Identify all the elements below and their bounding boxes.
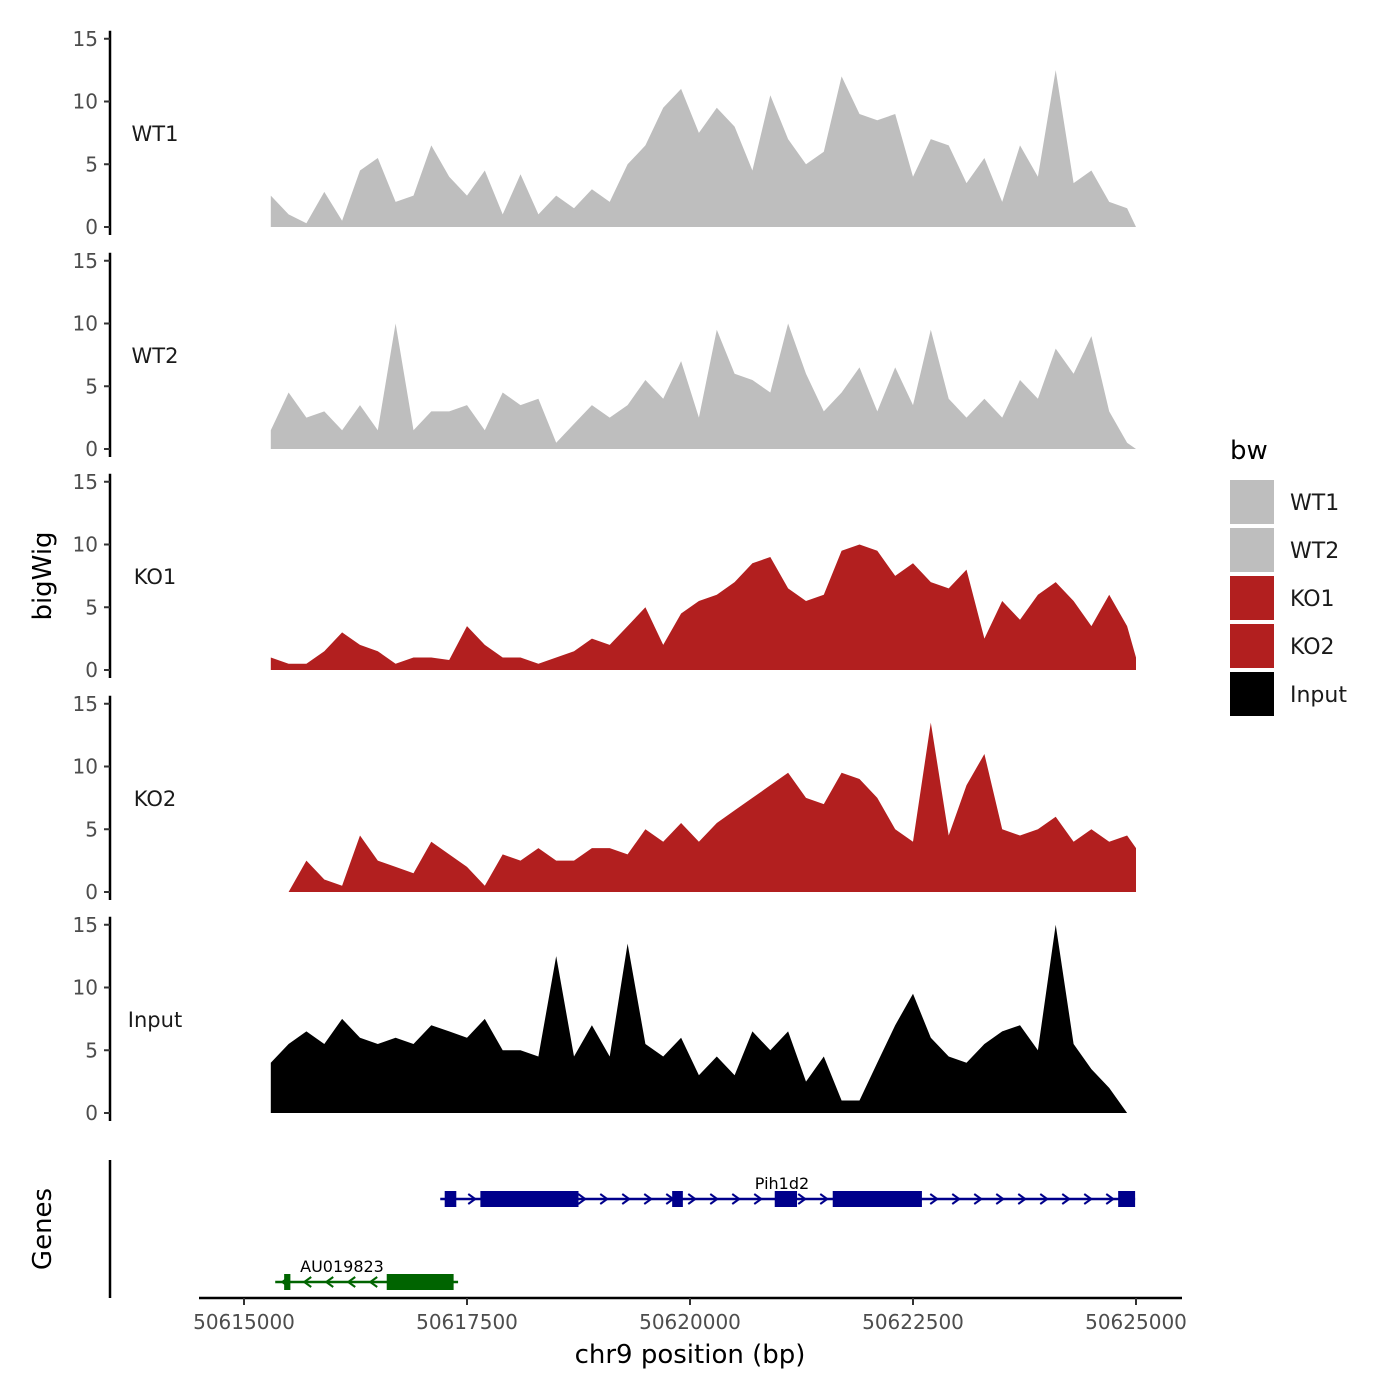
x-axis: 50615000 50617500 50620000 50622500 50625000 bbox=[193, 1296, 1187, 1334]
track-ko2: 0 5 10 15 KO2 bbox=[73, 692, 1136, 904]
legend-label-wt1: WT1 bbox=[1290, 491, 1339, 516]
legend: bw WT1 WT2 KO1 KO2 Input bbox=[1230, 436, 1347, 716]
legend-label-input: Input bbox=[1290, 683, 1347, 708]
coverage-area-input bbox=[270, 924, 1136, 1113]
strand-chevron bbox=[346, 1276, 356, 1288]
y-tick-label: 10 bbox=[73, 533, 98, 557]
coverage-area-wt1 bbox=[270, 70, 1136, 227]
y-axis-title: bigWig bbox=[28, 531, 58, 620]
strand-chevron bbox=[324, 1276, 334, 1288]
gene-exon bbox=[444, 1191, 457, 1207]
gene-exon bbox=[386, 1274, 454, 1290]
gene-exon bbox=[774, 1191, 798, 1207]
legend-key-input bbox=[1230, 672, 1274, 716]
x-tick-label: 50625000 bbox=[1085, 1310, 1187, 1334]
genes-axis-title: Genes bbox=[28, 1188, 58, 1270]
y-tick-label: 5 bbox=[85, 1038, 98, 1062]
gene-au019823: AU019823 bbox=[275, 1257, 459, 1290]
y-tick-label: 5 bbox=[85, 595, 98, 619]
y-tick-label: 10 bbox=[73, 755, 98, 779]
legend-label-wt2: WT2 bbox=[1290, 539, 1339, 564]
gene-exon bbox=[480, 1191, 579, 1207]
x-tick-label: 50620000 bbox=[639, 1310, 741, 1334]
strand-chevron bbox=[1039, 1193, 1049, 1205]
strand-chevron bbox=[797, 1193, 807, 1205]
strand-chevron bbox=[302, 1276, 312, 1288]
x-axis-title: chr9 position (bp) bbox=[575, 1340, 806, 1370]
y-tick-label: 15 bbox=[73, 470, 98, 494]
coverage-area-ko1 bbox=[270, 544, 1136, 670]
strand-chevron bbox=[709, 1193, 719, 1205]
gene-exon bbox=[832, 1191, 922, 1207]
track-label: WT1 bbox=[132, 122, 179, 146]
coverage-area-ko2 bbox=[270, 722, 1136, 892]
y-tick-label: 10 bbox=[73, 976, 98, 1000]
y-tick-label: 5 bbox=[85, 817, 98, 841]
legend-title: bw bbox=[1230, 436, 1268, 466]
strand-chevron bbox=[599, 1193, 609, 1205]
gene-label: AU019823 bbox=[300, 1257, 384, 1276]
gene-exon bbox=[284, 1274, 291, 1290]
x-tick-label: 50615000 bbox=[193, 1310, 295, 1334]
legend-key-ko1 bbox=[1230, 576, 1274, 620]
y-tick-label: 15 bbox=[73, 249, 98, 273]
strand-chevron bbox=[929, 1193, 939, 1205]
strand-chevron bbox=[753, 1193, 763, 1205]
y-tick-label: 5 bbox=[85, 374, 98, 398]
y-tick-label: 0 bbox=[85, 880, 98, 904]
y-tick-label: 0 bbox=[85, 215, 98, 239]
gene-panel: Pih1d2 AU019823 bbox=[108, 1160, 1136, 1298]
strand-chevron bbox=[643, 1193, 653, 1205]
track-ko1: 0 5 10 15 KO1 bbox=[73, 470, 1136, 682]
y-tick-label: 15 bbox=[73, 913, 98, 937]
x-tick-label: 50622500 bbox=[862, 1310, 964, 1334]
strand-chevron bbox=[973, 1193, 983, 1205]
coverage-area-wt2 bbox=[270, 323, 1136, 449]
strand-chevron bbox=[1061, 1193, 1071, 1205]
y-tick-label: 15 bbox=[73, 692, 98, 716]
track-label: KO2 bbox=[134, 787, 177, 811]
track-input: 0 5 10 15 Input bbox=[73, 913, 1136, 1125]
strand-chevron bbox=[731, 1193, 741, 1205]
strand-chevron bbox=[621, 1193, 631, 1205]
y-tick-label: 0 bbox=[85, 658, 98, 682]
strand-chevron bbox=[577, 1193, 587, 1205]
y-tick-label: 0 bbox=[85, 437, 98, 461]
strand-chevron bbox=[1017, 1193, 1027, 1205]
y-tick-label: 10 bbox=[73, 312, 98, 336]
strand-chevron bbox=[1083, 1193, 1093, 1205]
track-label: WT2 bbox=[132, 344, 179, 368]
strand-chevron bbox=[1105, 1193, 1115, 1205]
strand-chevron bbox=[368, 1276, 378, 1288]
track-label: KO1 bbox=[134, 565, 177, 589]
y-tick-label: 5 bbox=[85, 152, 98, 176]
strand-chevron bbox=[951, 1193, 961, 1205]
y-tick-label: 10 bbox=[73, 90, 98, 114]
gene-label: Pih1d2 bbox=[755, 1174, 809, 1193]
strand-chevron bbox=[467, 1193, 477, 1205]
x-tick-label: 50617500 bbox=[416, 1310, 518, 1334]
legend-label-ko1: KO1 bbox=[1290, 587, 1335, 612]
track-label: Input bbox=[128, 1008, 182, 1032]
y-tick-label: 15 bbox=[73, 27, 98, 51]
strand-chevron bbox=[995, 1193, 1005, 1205]
legend-key-wt1 bbox=[1230, 480, 1274, 524]
legend-label-ko2: KO2 bbox=[1290, 635, 1335, 660]
track-wt1: 0 5 10 15 WT1 bbox=[73, 27, 1136, 239]
y-tick-label: 0 bbox=[85, 1101, 98, 1125]
strand-chevron bbox=[687, 1193, 697, 1205]
gene-pih1d2: Pih1d2 bbox=[440, 1174, 1136, 1207]
gene-exon bbox=[1118, 1191, 1136, 1207]
strand-chevron bbox=[819, 1193, 829, 1205]
track-wt2: 0 5 10 15 WT2 bbox=[73, 249, 1136, 461]
legend-key-ko2 bbox=[1230, 624, 1274, 668]
legend-key-wt2 bbox=[1230, 528, 1274, 572]
gene-exon bbox=[672, 1191, 683, 1207]
bigwig-tracks: 0 5 10 15 WT1 0 5 10 15 WT2 0 5 10 15 KO1 0 5 10 15 KO2 0 5 10… bbox=[73, 27, 1136, 1125]
